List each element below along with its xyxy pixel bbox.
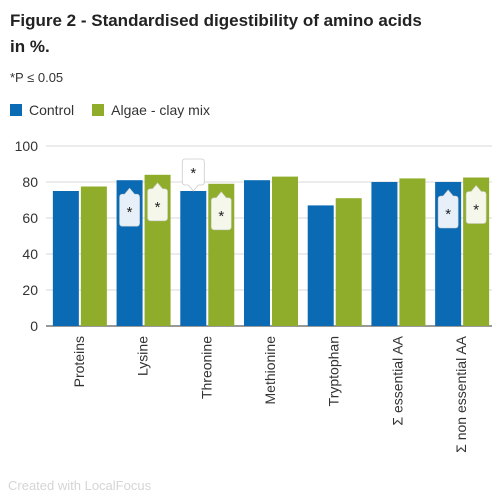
significance-callout xyxy=(181,158,205,192)
bar-algae-clay-mix-tryptophan xyxy=(335,198,362,326)
bar-algae-clay-mix-proteins xyxy=(80,186,107,326)
bar-control-threonine xyxy=(180,191,207,326)
bar-control-essential-aa xyxy=(371,182,398,326)
significance-asterisk: * xyxy=(127,204,133,221)
x-tick-label: Lysine xyxy=(135,336,151,376)
significance-asterisk: * xyxy=(473,202,479,219)
significance-callout xyxy=(465,185,487,224)
x-tick-label: Σ non essential AA xyxy=(453,335,469,453)
y-tick-label: 100 xyxy=(15,138,39,154)
significance-asterisk: * xyxy=(190,165,196,182)
x-tick-label: Proteins xyxy=(71,336,87,387)
y-tick-label: 60 xyxy=(22,210,38,226)
legend-swatch-control xyxy=(10,104,22,116)
legend-label-control: Control xyxy=(29,102,75,118)
legend-swatch-algae xyxy=(92,104,105,116)
x-tick-label: Tryptophan xyxy=(326,336,342,406)
x-tick-label: Threonine xyxy=(198,336,214,399)
y-tick-label: 40 xyxy=(22,246,38,262)
legend: Control Algae - clay mix xyxy=(10,102,228,118)
legend-item-control: Control xyxy=(10,102,74,118)
significance-note: *P ≤ 0.05 xyxy=(10,70,64,85)
significance-callout xyxy=(147,182,168,222)
legend-label-algae: Algae - clay mix xyxy=(111,102,210,118)
significance-callout xyxy=(437,189,459,229)
significance-asterisk: * xyxy=(155,199,161,216)
significance-asterisk: * xyxy=(445,206,451,223)
significance-callout xyxy=(119,187,140,227)
bar-control-methionine xyxy=(244,180,270,326)
x-tick-label: Methionine xyxy=(262,336,278,405)
significance-callout xyxy=(210,191,232,231)
legend-item-algae: Algae - clay mix xyxy=(92,102,210,118)
bar-algae-clay-mix-essential-aa xyxy=(399,178,426,326)
x-tick-label: Σ essential AA xyxy=(389,335,405,425)
footer-credit: Created with LocalFocus xyxy=(8,478,152,493)
bar-algae-clay-mix-methionine xyxy=(272,176,298,326)
y-tick-label: 80 xyxy=(22,174,38,190)
bar-chart: 0 20 40 60 80 100 Proteins Lysine Threonine Methi… xyxy=(15,138,492,453)
bar-control-tryptophan xyxy=(307,205,334,326)
y-tick-label: 20 xyxy=(22,282,38,298)
chart-title: Figure 2 - Standardised digestibility of… xyxy=(10,11,422,56)
significance-asterisk: * xyxy=(218,208,224,225)
bar-control-proteins xyxy=(52,191,79,326)
y-tick-label: 0 xyxy=(30,318,38,334)
